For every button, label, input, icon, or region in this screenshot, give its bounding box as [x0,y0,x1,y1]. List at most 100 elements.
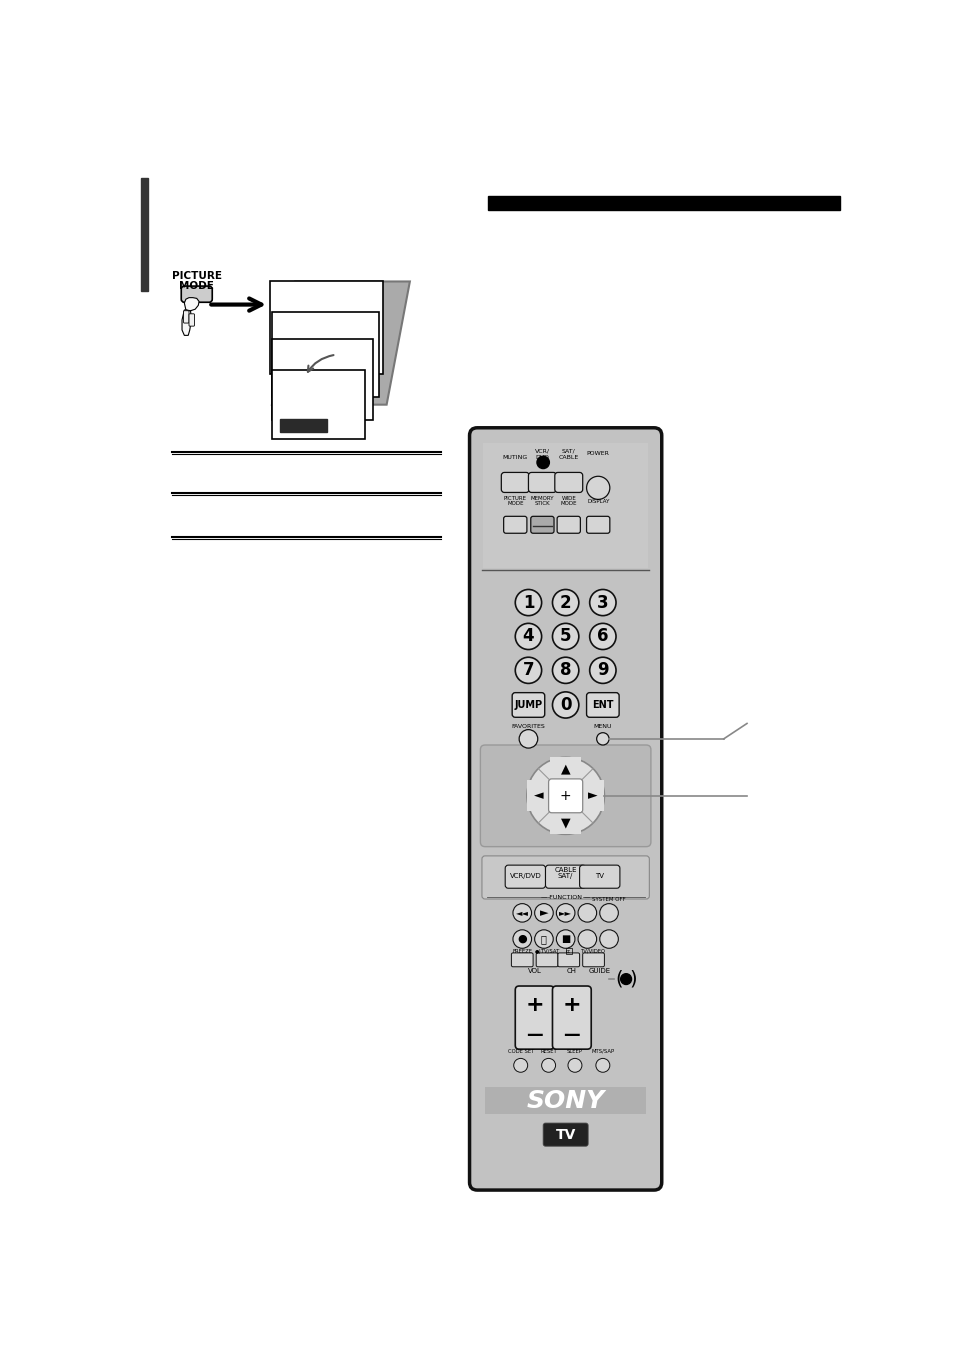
FancyBboxPatch shape [480,744,650,847]
Circle shape [556,904,575,923]
Text: 3: 3 [597,593,608,612]
Circle shape [599,904,618,923]
FancyBboxPatch shape [528,473,556,493]
Text: 1: 1 [522,593,534,612]
Text: ●: ● [517,934,527,944]
Text: (: ( [615,970,622,989]
FancyBboxPatch shape [512,693,544,717]
Polygon shape [526,781,604,811]
Text: TV: TV [595,873,603,880]
FancyBboxPatch shape [511,952,533,967]
FancyBboxPatch shape [181,286,212,303]
Text: ■: ■ [560,934,570,944]
Text: ▼: ▼ [560,816,570,830]
Circle shape [552,692,578,719]
Circle shape [589,657,616,684]
FancyBboxPatch shape [469,428,661,1190]
Circle shape [589,623,616,650]
FancyBboxPatch shape [582,952,604,967]
Text: PICTURE: PICTURE [503,496,526,501]
Polygon shape [184,297,199,311]
Circle shape [515,623,541,650]
Text: ): ) [544,453,555,473]
Circle shape [537,457,549,469]
Text: ◄◄: ◄◄ [516,908,528,917]
Text: FAVORITES: FAVORITES [511,724,545,730]
Text: DVD: DVD [535,454,549,459]
Text: MTS/SAP: MTS/SAP [591,1048,614,1054]
Text: MODE: MODE [179,281,214,290]
Text: VOL: VOL [527,969,541,974]
Bar [483,443,647,567]
Circle shape [620,974,631,985]
Circle shape [552,589,578,616]
FancyBboxPatch shape [536,952,558,967]
Text: CABLE: CABLE [554,867,577,873]
Bar [280,419,327,431]
Circle shape [589,589,616,616]
FancyBboxPatch shape [542,1123,587,1146]
Text: DISPLAY: DISPLAY [586,499,609,504]
FancyBboxPatch shape [555,473,582,493]
FancyBboxPatch shape [586,516,609,534]
Text: CABLE: CABLE [558,454,578,459]
Text: ◄: ◄ [533,789,543,802]
Circle shape [526,758,604,835]
Text: 4: 4 [522,627,534,646]
Text: FREEZE: FREEZE [512,948,532,954]
Bar [484,1088,645,1113]
Bar [272,339,373,420]
FancyBboxPatch shape [545,865,585,888]
Text: CH: CH [566,969,577,974]
Text: —: — [563,1025,579,1043]
Text: ): ) [629,970,637,989]
Text: RESET: RESET [539,1048,557,1054]
Text: TV/VIDEO: TV/VIDEO [580,948,605,954]
Circle shape [556,929,575,948]
Text: 8: 8 [559,662,571,680]
Text: SAT/: SAT/ [558,873,573,880]
Text: (: ( [531,453,540,473]
Text: TV: TV [555,1128,576,1142]
Text: WIDE: WIDE [560,496,576,501]
FancyBboxPatch shape [481,857,649,898]
FancyBboxPatch shape [579,865,619,888]
Circle shape [552,657,578,684]
Text: SONY: SONY [526,1089,604,1113]
FancyBboxPatch shape [586,693,618,717]
FancyBboxPatch shape [503,516,526,534]
Text: — FUNCTION —: — FUNCTION — [540,894,590,900]
Text: STICK: STICK [534,501,550,507]
Bar [280,397,335,411]
Circle shape [596,1058,609,1073]
Circle shape [578,904,596,923]
Polygon shape [550,758,580,835]
Bar [488,196,840,209]
Circle shape [534,929,553,948]
Text: MEMORY: MEMORY [530,496,554,501]
Text: 2: 2 [559,593,571,612]
Text: POWER: POWER [586,451,609,455]
Circle shape [552,623,578,650]
Polygon shape [182,309,192,335]
FancyBboxPatch shape [552,986,591,1050]
Circle shape [513,904,531,923]
Text: 9: 9 [597,662,608,680]
Text: CODE SET: CODE SET [507,1048,534,1054]
Bar [141,177,148,292]
Text: ▲: ▲ [560,762,570,775]
Polygon shape [272,281,410,405]
Circle shape [596,732,608,744]
Text: VCR/DVD: VCR/DVD [509,873,540,880]
Text: ►: ► [539,908,548,917]
Text: ►►: ►► [558,908,572,917]
Text: +: + [559,789,571,802]
Text: SYSTEM OFF: SYSTEM OFF [592,897,625,901]
FancyBboxPatch shape [189,313,194,326]
Circle shape [578,929,596,948]
Circle shape [541,1058,555,1073]
Bar [272,312,378,397]
Text: ⏸: ⏸ [540,934,546,944]
Text: ►: ► [587,789,597,802]
Text: 6: 6 [597,627,608,646]
